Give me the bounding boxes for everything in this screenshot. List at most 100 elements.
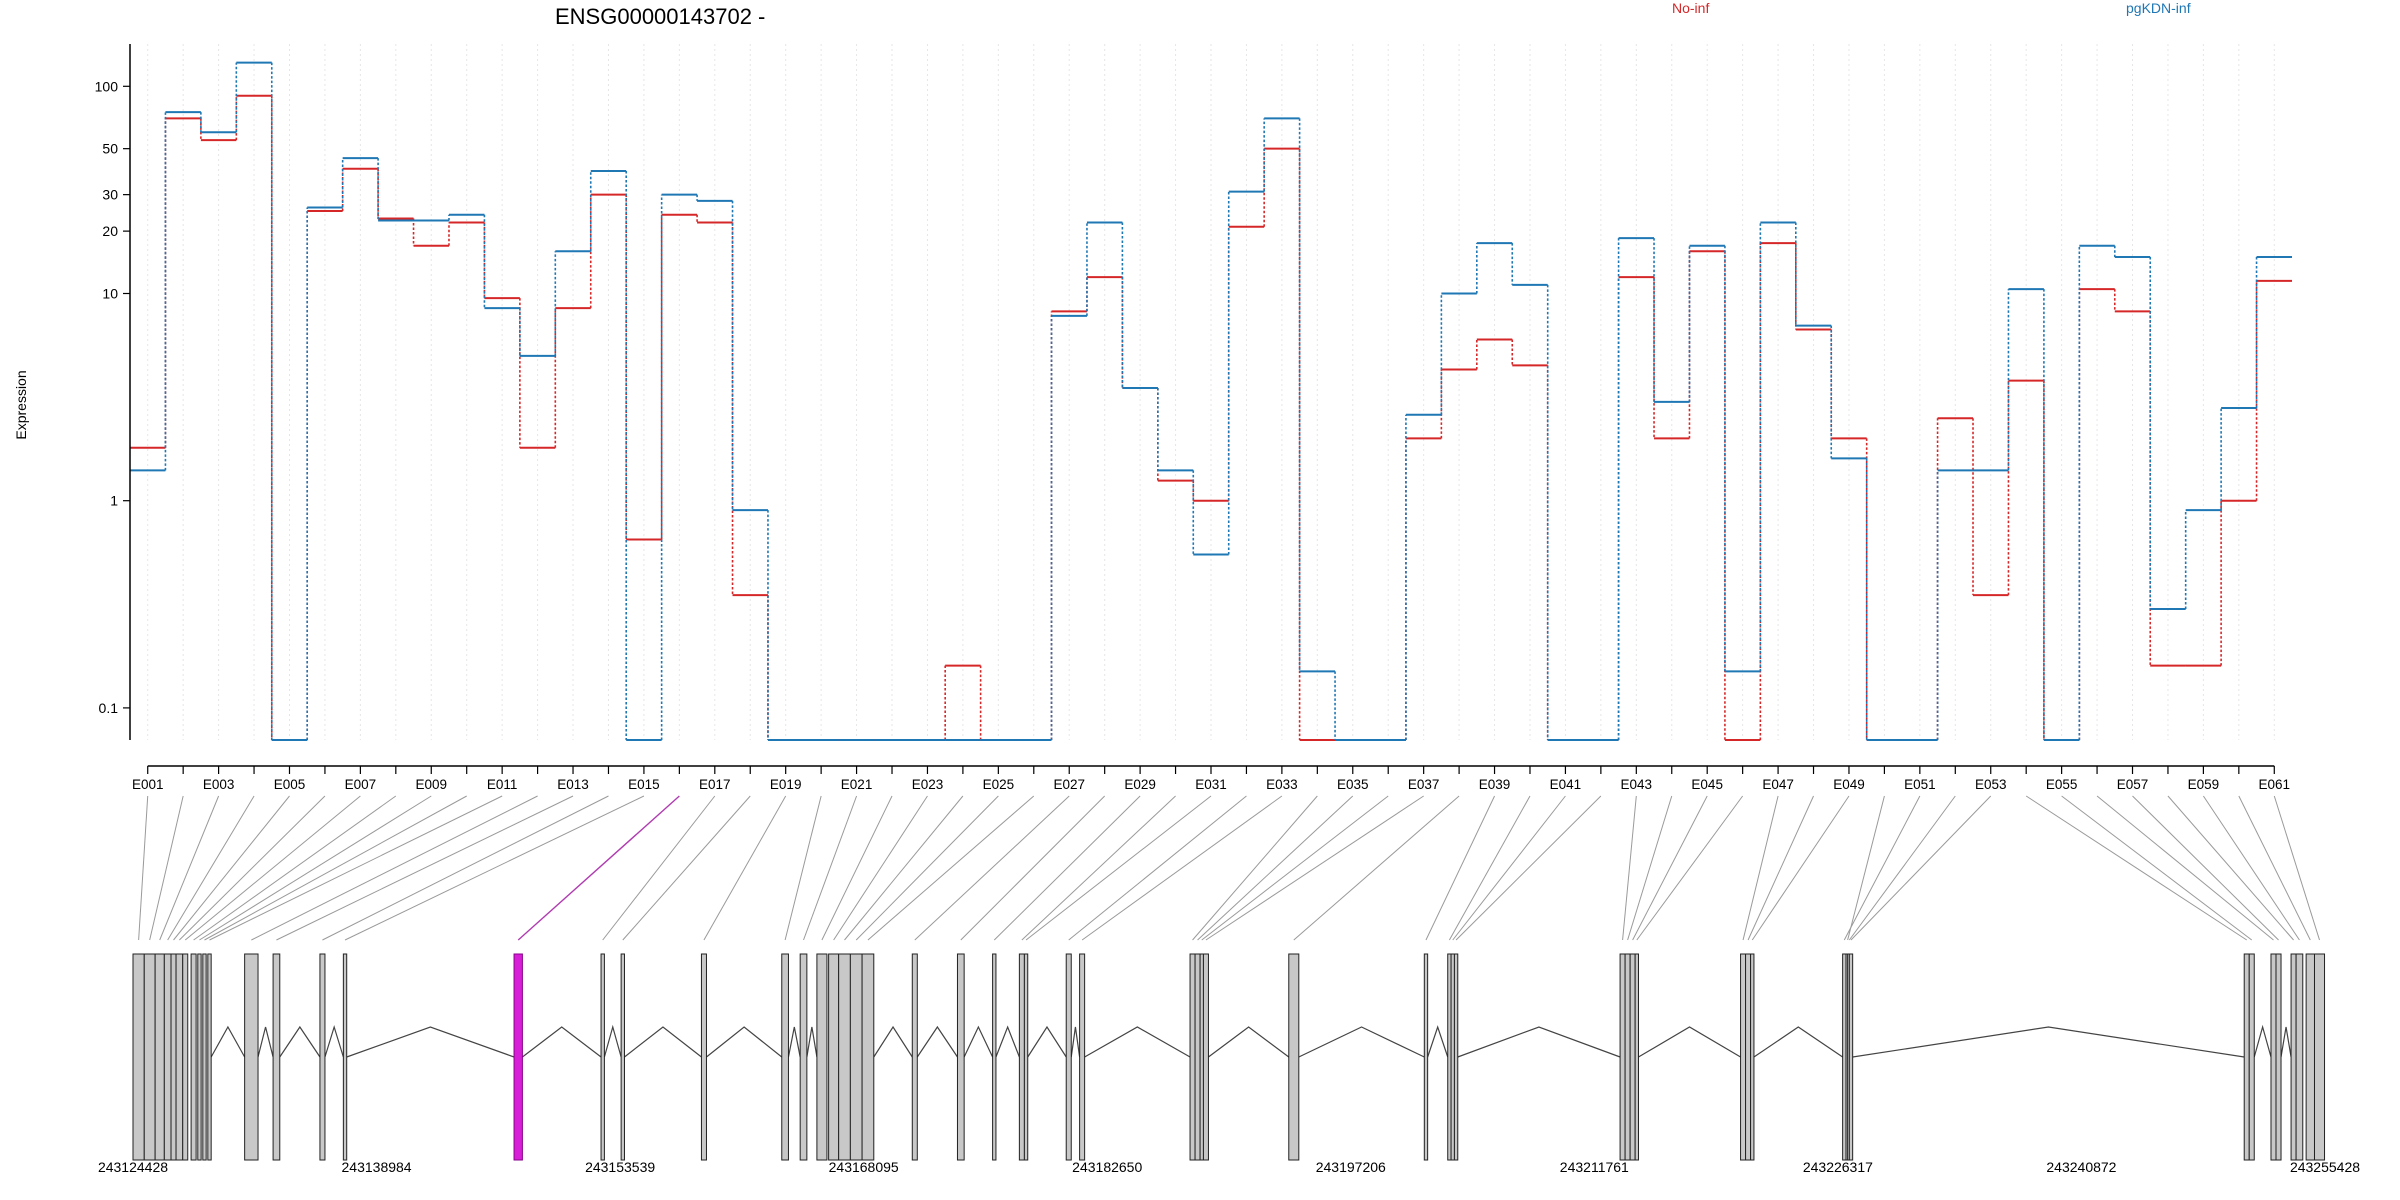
x-tick-label: E025	[983, 777, 1015, 792]
intron-line	[522, 1026, 602, 1058]
exon-connector	[622, 795, 751, 941]
x-tick-label: E017	[699, 777, 731, 792]
intron-line	[1457, 1026, 1621, 1058]
x-tick-label: E001	[132, 777, 164, 792]
x-tick-label: E013	[557, 777, 589, 792]
x-tick-label: E003	[203, 777, 235, 792]
exon-connector	[784, 795, 822, 941]
exon-block	[1194, 953, 1201, 1161]
exon-connector	[1025, 795, 1212, 941]
intron-line	[706, 1026, 783, 1058]
gene-model-layer: 243124428 243138984 243153539 243168095 2431…	[98, 953, 2360, 1175]
exon-connector	[821, 795, 893, 941]
exon-connector	[1425, 795, 1495, 941]
y-tick-label: 20	[102, 223, 118, 239]
x-tick-label: E031	[1195, 777, 1227, 792]
exon-block	[2275, 953, 2282, 1161]
exon-connector	[173, 795, 290, 941]
legend-pgkdn-inf: pgKDN-inf	[2126, 0, 2191, 16]
intron-line	[1753, 1026, 1843, 1058]
exon-connector	[1293, 795, 1460, 941]
exon-block	[911, 953, 918, 1161]
exon-block	[143, 953, 156, 1161]
exon-connector	[2025, 795, 2247, 941]
intron-line	[963, 1025, 994, 1058]
axes-layer: 0.1 1 10 20 30 50 100 E001 E003 E005 E007 E009 E011 E…	[95, 44, 2290, 792]
exon-connector	[2167, 795, 2294, 941]
exon-connector	[193, 795, 397, 941]
exon-block	[319, 953, 326, 1161]
exon-block	[207, 953, 212, 1161]
y-axis-label: Expression	[13, 370, 29, 439]
exon-block	[1023, 953, 1029, 1161]
exon-block	[1288, 953, 1300, 1161]
exon-connector	[1747, 795, 1814, 941]
intron-line	[210, 1025, 246, 1058]
exon-connector	[276, 795, 574, 941]
exon-block	[2248, 953, 2255, 1161]
exon-block	[342, 953, 348, 1161]
exon-block	[620, 953, 625, 1161]
exon-block	[838, 953, 851, 1161]
exon-block	[182, 953, 189, 1161]
intron-line	[1070, 1026, 1081, 1058]
exon-block	[1018, 953, 1025, 1161]
exon-connector	[251, 795, 538, 941]
intron-line	[346, 1026, 515, 1058]
exon-block	[1740, 953, 1747, 1161]
x-tick-label: E049	[1833, 777, 1865, 792]
intron-line	[279, 1025, 321, 1058]
exon-block	[1199, 953, 1204, 1161]
exon-connector	[1632, 795, 1708, 941]
exon-block	[1619, 953, 1626, 1161]
exon-connector	[1847, 795, 1885, 941]
exon-block	[861, 953, 875, 1161]
chart-title: ENSG00000143702 -	[555, 4, 765, 29]
connector-layer	[138, 795, 2320, 941]
y-tick-label: 10	[102, 285, 118, 301]
x-tick-label: E027	[1053, 777, 1085, 792]
x-tick-label: E009	[415, 777, 447, 792]
x-tick-label: E011	[487, 777, 518, 792]
exon-block	[992, 953, 997, 1161]
exon-block	[1189, 953, 1196, 1161]
intron-line	[995, 1025, 1020, 1058]
intron-line	[1298, 1026, 1425, 1058]
exon-block	[2305, 953, 2315, 1161]
x-tick-label: E019	[770, 777, 802, 792]
exon-connector	[159, 795, 220, 941]
intron-line	[1852, 1026, 2245, 1058]
exon-block	[700, 953, 707, 1161]
x-tick-label: E039	[1479, 777, 1511, 792]
exon-connector	[960, 795, 1106, 941]
exon-connector	[1068, 795, 1247, 941]
x-tick-label: E015	[628, 777, 660, 792]
exon-connector	[1021, 795, 1176, 941]
exon-block	[170, 953, 177, 1161]
x-tick-label: E047	[1762, 777, 1794, 792]
exon-block	[600, 953, 605, 1161]
exon-block	[1450, 953, 1455, 1161]
exon-block	[1453, 953, 1459, 1161]
exon-block	[1065, 953, 1072, 1161]
coordinate-label: 243255428	[2290, 1159, 2360, 1175]
intron-line	[324, 1024, 344, 1058]
intron-line	[1208, 1026, 1290, 1058]
exon-block	[1202, 953, 1209, 1161]
coordinate-label: 243124428	[98, 1159, 168, 1175]
exon-connector	[703, 795, 787, 941]
intron-line	[787, 1026, 801, 1058]
coordinate-label: 243240872	[2046, 1159, 2116, 1175]
exon-block	[1447, 953, 1452, 1161]
exon-connector	[1452, 795, 1566, 941]
exon-block	[816, 953, 828, 1161]
intron-line	[2280, 1026, 2292, 1058]
exon-connector	[517, 795, 680, 941]
exon-connector	[167, 795, 255, 941]
exon-block	[2243, 953, 2250, 1161]
exon-block	[849, 953, 863, 1161]
x-tick-label: E035	[1337, 777, 1369, 792]
exon-connector	[2273, 795, 2320, 941]
exon-connector	[1848, 795, 1956, 941]
